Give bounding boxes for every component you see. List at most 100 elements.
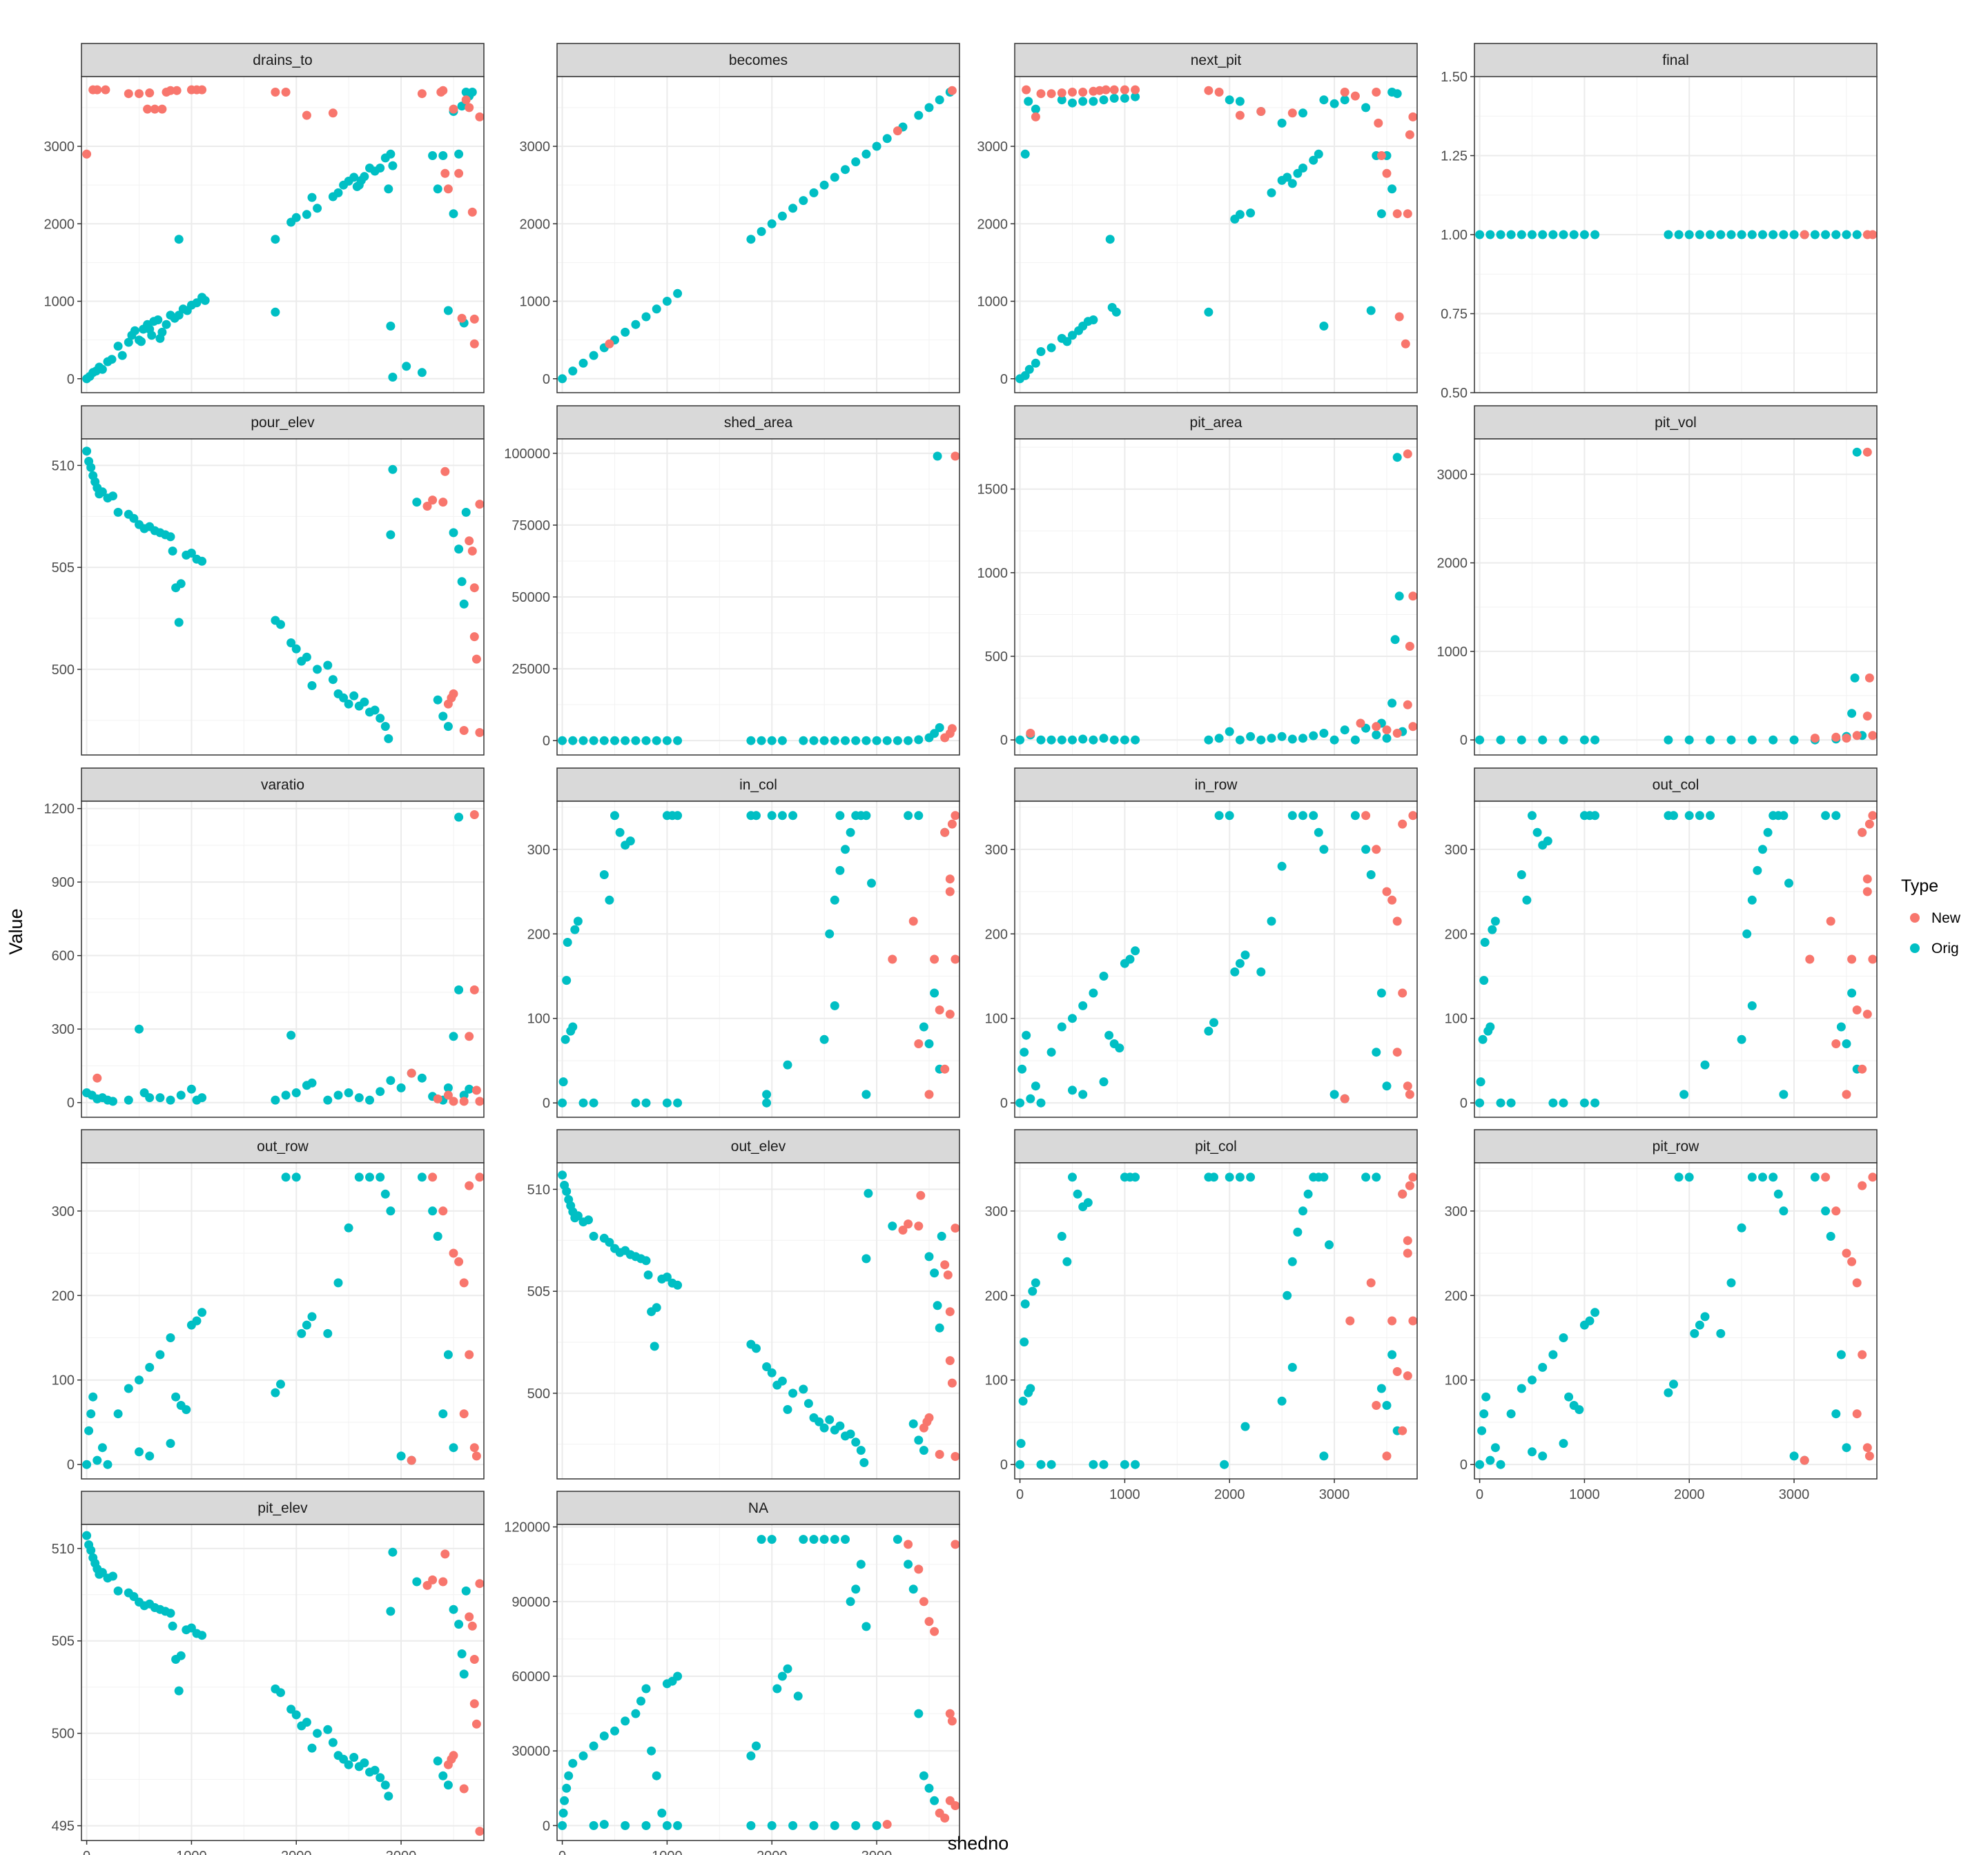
data-point-new	[916, 1190, 926, 1200]
strip-pit-col	[1014, 1129, 1418, 1164]
data-point-orig	[349, 691, 359, 700]
data-point-orig	[1083, 1198, 1093, 1208]
strip-pit-vol	[1474, 405, 1878, 440]
data-point-new	[1405, 642, 1414, 651]
data-point-orig	[396, 1083, 406, 1092]
y-tick-label: 3000	[977, 139, 1008, 155]
data-point-orig	[291, 1172, 301, 1182]
data-point-orig	[610, 736, 619, 745]
data-point-orig	[1230, 967, 1240, 976]
data-point-orig	[1319, 845, 1329, 854]
data-point-new	[1821, 1172, 1831, 1182]
data-point-new	[940, 1064, 950, 1074]
data-point-new	[1858, 827, 1867, 837]
data-point-new	[1361, 811, 1371, 821]
y-tick-label: 505	[527, 1284, 550, 1299]
strip-pit-row	[1474, 1129, 1878, 1164]
data-point-orig	[1214, 811, 1224, 821]
data-point-orig	[1125, 954, 1135, 964]
data-point-orig	[631, 1709, 641, 1718]
series-orig	[1475, 811, 1867, 1108]
data-point-new	[459, 1409, 469, 1419]
data-point-orig	[168, 547, 177, 556]
data-point-new	[422, 502, 432, 511]
series-orig	[558, 811, 950, 1108]
data-point-orig	[1298, 1206, 1307, 1216]
data-point-orig	[1319, 95, 1329, 105]
data-point-orig	[762, 1090, 772, 1099]
data-point-new	[1382, 168, 1392, 178]
data-point-new	[471, 1719, 481, 1729]
y-tick-label: 1200	[44, 802, 75, 817]
data-point-orig	[1590, 230, 1600, 239]
data-point-orig	[376, 164, 385, 173]
data-point-orig	[1089, 97, 1098, 106]
data-point-new	[1408, 811, 1418, 821]
data-point-new	[469, 314, 479, 324]
y-tick-label: 100	[1445, 1012, 1468, 1027]
data-point-orig	[1287, 179, 1297, 188]
strip-label: final	[1662, 52, 1689, 68]
data-point-orig	[82, 1460, 92, 1469]
series-new	[882, 1540, 960, 1829]
data-point-new	[947, 1716, 957, 1726]
data-point-new	[1852, 1409, 1862, 1419]
data-point-new	[1046, 89, 1056, 99]
data-point-orig	[610, 811, 619, 821]
data-point-orig	[1319, 1172, 1329, 1182]
data-point-orig	[86, 1409, 96, 1419]
x-tick-label: 0	[558, 1849, 566, 1855]
data-point-orig	[1099, 1460, 1109, 1469]
data-point-orig	[166, 1439, 175, 1449]
data-point-new	[945, 874, 955, 884]
data-point-orig	[1684, 735, 1694, 745]
data-point-orig	[930, 1796, 939, 1805]
data-point-new	[465, 1181, 474, 1190]
data-point-new	[1109, 85, 1119, 95]
data-point-orig	[1737, 1034, 1746, 1044]
data-point-orig	[135, 1447, 144, 1457]
strip-na	[556, 1491, 960, 1525]
panel-pit-area: pit_area 0 500 1000 1500	[977, 405, 1418, 756]
data-point-orig	[1246, 732, 1256, 741]
data-point-orig	[830, 1535, 839, 1544]
panel-border	[1014, 801, 1418, 1118]
data-point-orig	[323, 1328, 333, 1338]
data-point-new	[1862, 874, 1872, 884]
strip-label: pit_vol	[1655, 415, 1697, 431]
data-point-new	[947, 86, 957, 95]
data-point-orig	[438, 151, 448, 160]
data-point-orig	[344, 1088, 353, 1097]
series-orig	[82, 1531, 471, 1801]
data-point-orig	[1669, 811, 1678, 821]
data-point-orig	[767, 1535, 777, 1544]
strip-label: pit_area	[1190, 415, 1242, 431]
data-point-new	[271, 88, 280, 97]
y-tick-label: 2000	[977, 217, 1008, 232]
panel-out-elev: out_elev 500 505 510	[527, 1129, 960, 1480]
data-point-orig	[1538, 230, 1548, 239]
data-point-new	[443, 184, 453, 194]
data-point-orig	[935, 723, 944, 732]
data-point-new	[443, 1090, 453, 1100]
data-point-orig	[459, 1090, 469, 1100]
data-point-orig	[1747, 1172, 1757, 1182]
panel-border	[81, 438, 485, 756]
data-point-orig	[1057, 1232, 1066, 1241]
data-point-orig	[1111, 307, 1121, 317]
data-point-orig	[1475, 735, 1485, 745]
data-point-new	[461, 95, 471, 105]
data-point-orig	[145, 1093, 155, 1103]
y-tick-label: 300	[1445, 1204, 1468, 1219]
x-axis-title: shedno	[948, 1833, 1009, 1854]
series-orig	[82, 88, 477, 384]
data-point-orig	[1747, 895, 1757, 905]
data-point-orig	[570, 925, 580, 934]
strip-label: in_col	[739, 777, 777, 793]
series-orig	[1475, 230, 1862, 239]
data-point-orig	[1046, 735, 1056, 745]
data-point-new	[440, 168, 450, 178]
data-point-new	[1858, 1181, 1867, 1190]
data-point-orig	[396, 1451, 406, 1461]
data-point-new	[943, 1270, 953, 1279]
